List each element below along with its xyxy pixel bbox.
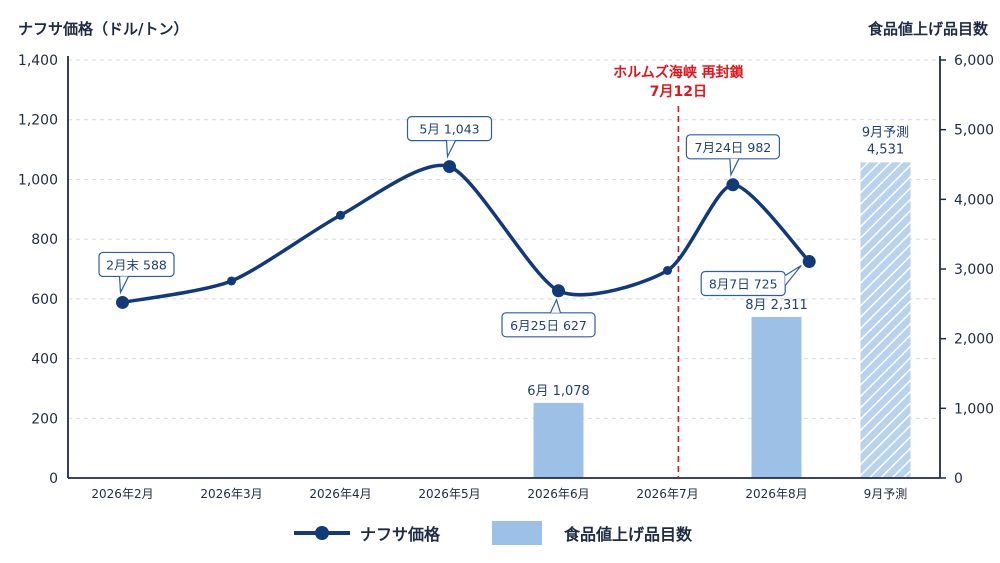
x-tick-label: 2026年3月: [200, 487, 262, 501]
right-tick-label: 2,000: [954, 332, 994, 348]
price-callout: 2月末 588: [98, 251, 175, 295]
callout-label: 8月7日 725: [709, 277, 778, 292]
bar-value-label: 4,531: [867, 142, 904, 157]
callout-box: [98, 251, 175, 278]
line-point: [726, 178, 740, 192]
x-tick-label: 2026年8月: [745, 487, 807, 501]
naphtha-price-line: [122, 163, 811, 305]
callout-label: 5月 1,043: [419, 122, 479, 137]
callout-pointer: [729, 158, 740, 178]
line-point: [336, 210, 345, 220]
bar-value-label: 6月 1,078: [527, 384, 590, 399]
right-axis-title: 食品値上げ品目数: [867, 20, 988, 38]
legend-line-swatch: [294, 526, 350, 540]
callout-pointer: [118, 276, 130, 295]
bar: [533, 402, 584, 478]
event-label: ホルムズ海峡 再封鎖: [613, 64, 745, 81]
legend-line-label: ナフサ価格: [360, 525, 441, 544]
bar-value-label: 8月 2,311: [745, 298, 808, 313]
legend-item-bar: 食品値上げ品目数: [492, 516, 692, 550]
right-tick-label: 6,000: [954, 53, 994, 69]
legend: ナフサ価格 食品値上げ品目数: [0, 516, 1000, 550]
bar: [751, 317, 802, 478]
callout-label: 7月24日 982: [695, 140, 772, 155]
grid-layer: [68, 59, 940, 419]
line-point: [663, 265, 672, 275]
left-tick-label: 1,000: [18, 172, 58, 188]
x-tick-label: 2026年7月: [636, 487, 698, 501]
event-layer: ホルムズ海峡 再封鎖 7月12日: [613, 64, 745, 478]
price-callout: 5月 1,043: [406, 115, 493, 159]
price-callout: 8月7日 725: [700, 265, 802, 297]
x-tick-label: 2026年5月: [418, 487, 480, 501]
left-tick-label: 0: [49, 471, 58, 487]
right-tick-label: 5,000: [954, 123, 994, 139]
line-point: [443, 160, 456, 174]
line-point: [552, 284, 565, 298]
x-tick-label: 2026年6月: [527, 487, 589, 501]
forecast-bar: [860, 162, 911, 478]
price-callout: 7月24日 982: [685, 134, 781, 178]
right-tick-label: 0: [954, 471, 963, 487]
x-tick-label: 2026年2月: [91, 487, 153, 501]
left-tick-label: 1,400: [18, 53, 58, 69]
price-callout: 6月25日 627: [501, 298, 596, 338]
callout-pointer: [784, 265, 802, 286]
event-date-label: 7月12日: [650, 84, 707, 100]
left-tick-label: 1,200: [18, 113, 58, 129]
legend-item-line: ナフサ価格: [292, 516, 440, 550]
legend-bar-label: 食品値上げ品目数: [564, 525, 693, 544]
right-tick-label: 3,000: [954, 262, 994, 278]
callout-label: 6月25日 627: [510, 318, 587, 333]
left-tick-label: 400: [31, 352, 58, 368]
bar-layer: [533, 162, 911, 478]
axis-layer: 0 200 400 600 800 1,000 1,200 1,400 0 1,000 2,000 3…: [18, 53, 994, 501]
x-tick-label: 2026年4月: [309, 487, 371, 501]
callout-box: [501, 312, 596, 338]
bar-value-label: 9月予測: [862, 125, 909, 140]
legend-bar-swatch: [492, 521, 542, 545]
left-tick-label: 200: [31, 411, 58, 427]
callout-label: 2月末 588: [106, 257, 167, 272]
x-tick-label: 9月予測: [864, 487, 908, 501]
left-tick-label: 800: [31, 232, 58, 248]
line-point: [802, 255, 816, 269]
line-layer: [116, 160, 816, 309]
right-tick-label: 1,000: [954, 401, 994, 417]
right-tick-label: 4,000: [954, 192, 994, 208]
line-point: [227, 276, 236, 286]
callout-pointer: [445, 140, 457, 159]
left-tick-label: 600: [31, 292, 58, 308]
left-axis-title: ナフサ価格（ドル/トン）: [18, 20, 189, 38]
line-point: [116, 295, 129, 309]
label-layer: 6月 1,078 8月 2,311 9月予測 4,531 2月末 588 5月 1,043…: [98, 115, 909, 399]
callout-pointer: [549, 298, 562, 314]
